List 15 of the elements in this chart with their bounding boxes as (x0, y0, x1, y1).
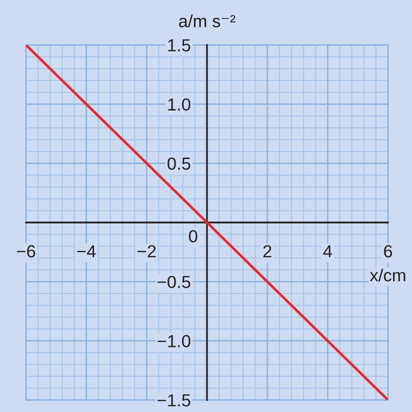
y-tick-label: −1.5 (158, 394, 190, 406)
x-axis-title: x/cm (370, 268, 406, 282)
y-tick-label: 1.0 (168, 98, 190, 111)
y-tick-label: 1.5 (168, 39, 190, 52)
y-axis-title: a/m s⁻² (179, 14, 236, 28)
x-tick-label: −4 (77, 245, 96, 258)
y-tick-label: 0.5 (168, 158, 190, 170)
x-tick-label: 4 (323, 245, 332, 258)
y-tick-label: −1.0 (158, 335, 190, 348)
annotation: 0 (188, 230, 198, 242)
x-tick-label: −2 (138, 245, 156, 258)
y-tick-label: −0.5 (158, 276, 190, 288)
x-tick-label: 2 (263, 245, 272, 258)
x-tick-label: 6 (384, 245, 392, 258)
x-tick-label: −6 (16, 245, 36, 258)
